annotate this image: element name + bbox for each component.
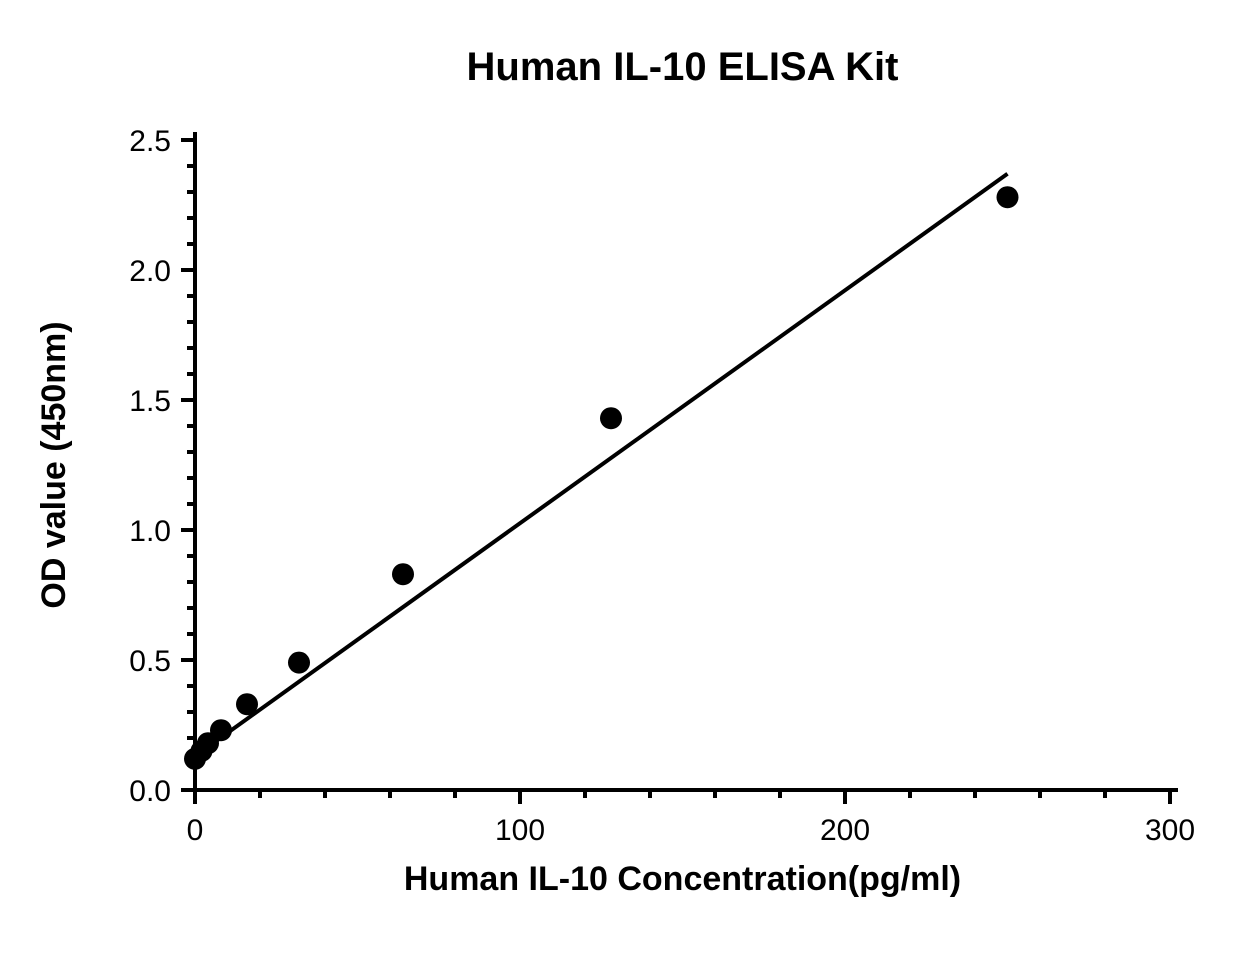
y-tick-label: 1.5 — [129, 385, 171, 418]
y-tick-label: 2.5 — [129, 125, 171, 158]
x-tick-label: 200 — [820, 814, 870, 847]
x-axis-label: Human IL-10 Concentration(pg/ml) — [404, 860, 961, 898]
scatter-chart: Human IL-10 ELISA Kit 0 100 200 300 0.0 0.5 1.0… — [0, 0, 1250, 975]
x-tick-label: 100 — [495, 814, 545, 847]
data-point — [600, 407, 622, 429]
chart-container: Human IL-10 ELISA Kit 0 100 200 300 0.0 0.5 1.0… — [0, 0, 1250, 975]
y-tick-label: 2.0 — [129, 255, 171, 288]
data-point — [997, 186, 1019, 208]
x-tick-label: 0 — [187, 814, 204, 847]
y-tick-label: 0.5 — [129, 645, 171, 678]
x-tick-label: 300 — [1145, 814, 1195, 847]
y-tick-label: 1.0 — [129, 515, 171, 548]
data-point — [210, 719, 232, 741]
chart-title: Human IL-10 ELISA Kit — [467, 45, 899, 89]
y-tick-label: 0.0 — [129, 775, 171, 808]
data-point — [392, 563, 414, 585]
data-point — [236, 693, 258, 715]
data-point — [288, 652, 310, 674]
y-axis-label: OD value (450nm) — [35, 321, 73, 608]
